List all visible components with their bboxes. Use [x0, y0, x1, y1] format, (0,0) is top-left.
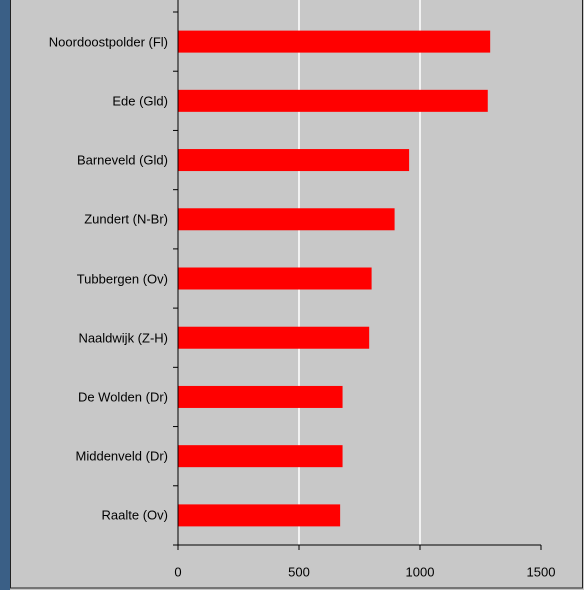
bar — [178, 386, 343, 408]
x-tick-label: 1000 — [406, 564, 435, 579]
y-tick-label: Naaldwijk (Z-H) — [78, 328, 168, 347]
y-tick-label: Middenveld (Dr) — [76, 447, 168, 466]
bar — [178, 149, 409, 171]
y-tick-label: Tubbergen (Ov) — [77, 269, 168, 288]
bar — [178, 31, 490, 53]
y-tick-label: Barneveld (Gld) — [77, 151, 168, 170]
x-tick-label: 1500 — [527, 564, 556, 579]
bar — [178, 445, 343, 467]
y-tick-label: Raalte (Ov) — [102, 506, 168, 525]
chart-svg: 0 500 1000 1500 — [0, 0, 584, 590]
y-tick-label: De Wolden (Dr) — [78, 387, 168, 406]
bar — [178, 504, 340, 526]
background-strip — [0, 0, 10, 590]
y-tick-label: Ede (Gld) — [112, 91, 168, 110]
bar — [178, 90, 488, 112]
x-tick-label: 0 — [174, 564, 181, 579]
bar — [178, 327, 369, 349]
y-tick-label: Noordoostpolder (Fl) — [49, 32, 168, 51]
bar — [178, 268, 372, 290]
bar — [178, 208, 395, 230]
chart: 0 500 1000 1500 Noordoostpolder (Fl) Ede (Gl… — [0, 0, 584, 590]
x-tick-label: 500 — [288, 564, 310, 579]
y-tick-label: Zundert (N-Br) — [84, 210, 168, 229]
chart-frame — [11, 0, 583, 588]
